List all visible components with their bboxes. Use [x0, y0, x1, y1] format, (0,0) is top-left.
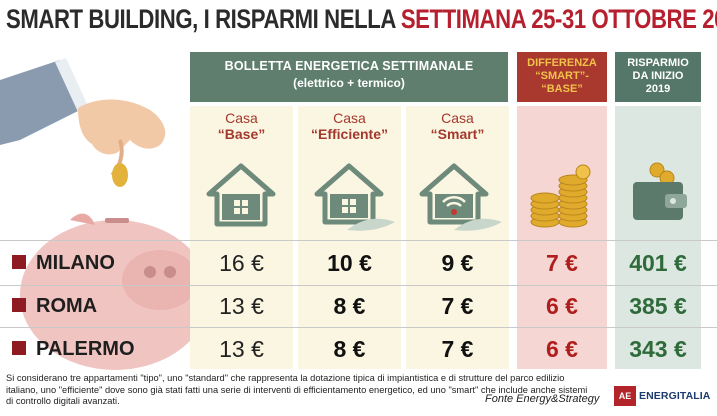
row-separator: [0, 285, 717, 286]
bullet-square-icon: [12, 254, 26, 269]
value-difference: 6 €: [546, 336, 578, 362]
header-savings-line2: DA INIZIO: [632, 70, 684, 82]
bullet-square-icon: [12, 340, 26, 355]
hand-piggy-bank-illustration: [0, 58, 200, 370]
column-title-base-line2: “Base”: [217, 126, 266, 142]
house-icon: [206, 163, 276, 227]
header-difference: DIFFERENZA “SMART”- “BASE”: [517, 52, 607, 102]
column-savings: [615, 106, 701, 369]
row-separator: [0, 240, 717, 241]
value-difference: 6 €: [546, 293, 578, 319]
footnote: Si considerano tre appartamenti "tipo", …: [6, 373, 588, 406]
row-separator: [0, 327, 717, 328]
column-title-smart-line2: “Smart”: [430, 126, 485, 142]
smart-house-icon: [419, 163, 502, 231]
wallet-icon: [633, 162, 687, 220]
value-smart: 9 €: [441, 250, 474, 276]
column-smart: [406, 106, 509, 369]
logo-mark: AE: [614, 386, 636, 406]
logo-text: ENERGITALIA: [639, 390, 711, 402]
header-weekly-bill: BOLLETTA ENERGETICA SETTIMANALE (elettri…: [190, 52, 508, 102]
column-title-smart: Casa “Smart”: [406, 110, 509, 142]
coins-icon: [530, 164, 591, 228]
value-base: 13 €: [219, 336, 264, 362]
column-title-base-line1: Casa: [225, 110, 258, 126]
value-efficient: 8 €: [333, 336, 366, 362]
page-title: SMART BUILDING, I RISPARMI NELLA SETTIMA…: [6, 2, 717, 36]
column-base: [190, 106, 293, 369]
header-difference-line1: DIFFERENZA: [527, 57, 597, 69]
energitalia-logo: AE ENERGITALIA: [614, 386, 711, 406]
value-base: 13 €: [219, 293, 264, 319]
city-name: MILANO: [36, 252, 115, 274]
header-savings-line1: RISPARMIO: [627, 57, 689, 69]
bullet-square-icon: [12, 297, 26, 312]
source-credit: Fonte Energy&Strategy: [485, 393, 600, 405]
header-difference-line3: “BASE”: [541, 83, 583, 95]
header-savings: RISPARMIO DA INIZIO 2019: [615, 52, 701, 102]
column-efficient: [298, 106, 401, 369]
header-savings-line3: 2019: [645, 83, 671, 95]
title-part2: SETTIMANA 25-31 OTTOBRE 2019: [400, 4, 717, 34]
value-smart: 7 €: [441, 336, 474, 362]
value-savings: 343 €: [629, 336, 687, 362]
city-label-palermo: PALERMO: [12, 327, 135, 371]
column-title-efficient-line1: Casa: [333, 110, 366, 126]
value-efficient: 8 €: [333, 293, 366, 319]
value-base: 16 €: [219, 250, 264, 276]
value-difference: 7 €: [546, 250, 578, 276]
value-savings: 385 €: [629, 293, 687, 319]
column-difference: [517, 106, 607, 369]
value-savings: 401 €: [629, 250, 687, 276]
header-weekly-bill-line1: BOLLETTA ENERGETICA SETTIMANALE: [224, 59, 474, 73]
city-label-roma: ROMA: [12, 284, 97, 328]
column-title-base: Casa “Base”: [190, 110, 293, 142]
city-label-milano: MILANO: [12, 241, 115, 285]
column-title-smart-line1: Casa: [441, 110, 474, 126]
column-title-efficient-line2: “Efficiente”: [310, 126, 388, 142]
city-name: PALERMO: [36, 338, 135, 360]
title-part1: SMART BUILDING, I RISPARMI NELLA: [6, 4, 401, 34]
header-weekly-bill-line2: (elettrico + termico): [293, 76, 405, 90]
value-efficient: 10 €: [327, 250, 372, 276]
city-name: ROMA: [36, 295, 98, 317]
header-difference-line2: “SMART”-: [535, 70, 589, 82]
column-title-efficient: Casa “Efficiente”: [298, 110, 401, 142]
efficient-house-icon: [314, 163, 395, 231]
value-smart: 7 €: [441, 293, 474, 319]
